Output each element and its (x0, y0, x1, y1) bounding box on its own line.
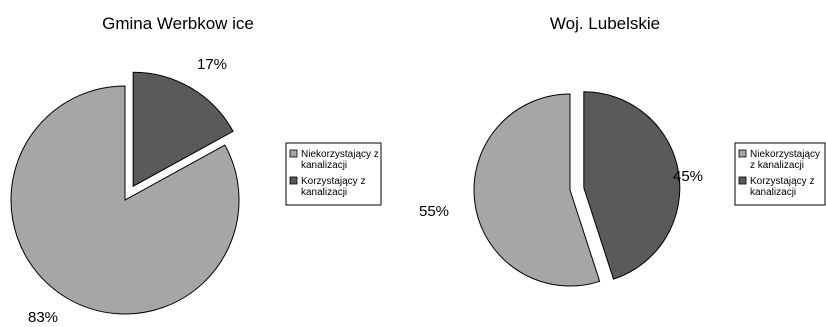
chart-2-title: Woj. Lubelskie (550, 14, 660, 33)
chart-1-legend-label-0-line-2: kanalizacji (301, 160, 347, 171)
chart-2-legend-box (734, 142, 826, 206)
chart-1-title: Gmina Werbkow ice (102, 14, 254, 33)
chart-1-label-korzystajacy: 17% (197, 56, 227, 73)
chart-2-label-korzystajacy: 45% (673, 168, 703, 185)
chart-1-legend-label-0-line-1: Niekorzystający z (301, 149, 379, 160)
chart-2-legend: Niekorzystający z kanalizacji Korzystają… (734, 142, 826, 206)
chart-1-legend-label-1-line-1: Korzystający z (301, 176, 365, 187)
chart-1-legend-box (285, 142, 382, 206)
chart-2-slice-korzystajacy (583, 91, 681, 280)
chart-1-legend-swatch-0 (289, 149, 298, 158)
chart-2-legend-swatch-0 (738, 149, 747, 158)
chart-1-legend-label-1-line-2: kanalizacji (301, 187, 347, 198)
chart-2-legend-label-0-line-1: Niekorzystający (750, 149, 820, 160)
chart-2-label-niekorzystajacy: 55% (419, 203, 449, 220)
chart-2-legend-swatch-1 (738, 176, 747, 185)
chart-2-legend-label-0-line-2: z kanalizacji (750, 160, 804, 171)
chart-2-legend-label-1-line-1: Korzystający z (750, 176, 814, 187)
chart-1-slice-korzystajacy (132, 71, 234, 188)
chart-1-slice-niekorzystajacy (10, 85, 240, 315)
chart-1-label-niekorzystajacy: 83% (28, 309, 58, 326)
chart-2-slice-niekorzystajacy (473, 93, 601, 287)
chart-2-legend-label-1-line-2: kanalizacji (750, 187, 796, 198)
chart-1-legend: Niekorzystający z kanalizacji Korzystają… (285, 142, 382, 206)
chart-1-legend-swatch-1 (289, 176, 298, 185)
